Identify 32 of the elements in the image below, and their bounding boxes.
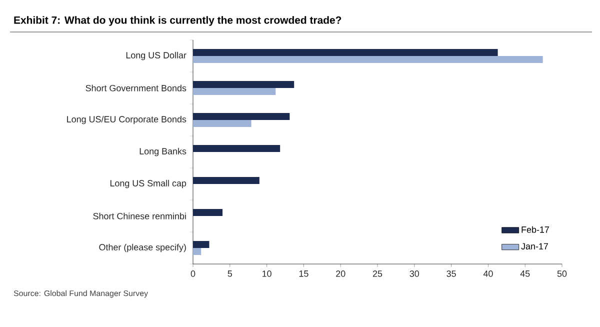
bar xyxy=(193,113,290,120)
legend-label: Jan-17 xyxy=(521,243,548,250)
y-tick-label: Short Chinese renminbi xyxy=(93,212,186,220)
x-tick-label: 0 xyxy=(190,270,196,277)
bar xyxy=(193,241,210,248)
y-tick-label: Other (please specify) xyxy=(99,244,186,252)
y-tick-label: Long US Small cap xyxy=(110,180,186,188)
bar xyxy=(193,177,260,184)
bar xyxy=(193,88,276,95)
bar xyxy=(193,81,294,88)
bar xyxy=(193,209,223,216)
x-tick-label: 50 xyxy=(557,270,567,277)
x-tick-label: 45 xyxy=(520,270,530,277)
chart-title: Exhibit 7: What do you think is currently the most crowded trade? xyxy=(14,16,342,26)
x-tick-label: 5 xyxy=(228,270,232,277)
x-tick-label: 25 xyxy=(372,270,382,277)
x-tick-label: 40 xyxy=(483,270,493,277)
bar xyxy=(193,145,280,152)
y-tick-label: Long Banks xyxy=(140,148,186,156)
x-tick-label: 35 xyxy=(446,270,456,277)
x-tick-label: 30 xyxy=(410,270,420,277)
x-tick-label: 15 xyxy=(299,270,308,277)
y-tick-label: Long US/EU Corporate Bonds xyxy=(67,116,186,124)
x-tick-label: 20 xyxy=(336,270,346,277)
bar xyxy=(193,49,498,56)
y-tick-label: Short Government Bonds xyxy=(86,84,186,92)
bar xyxy=(193,248,202,255)
bar xyxy=(193,56,543,63)
x-tick-label: 10 xyxy=(262,270,272,277)
y-tick-label: Long US Dollar xyxy=(126,52,186,60)
bar xyxy=(193,120,252,127)
legend-label: Feb-17 xyxy=(522,226,549,233)
